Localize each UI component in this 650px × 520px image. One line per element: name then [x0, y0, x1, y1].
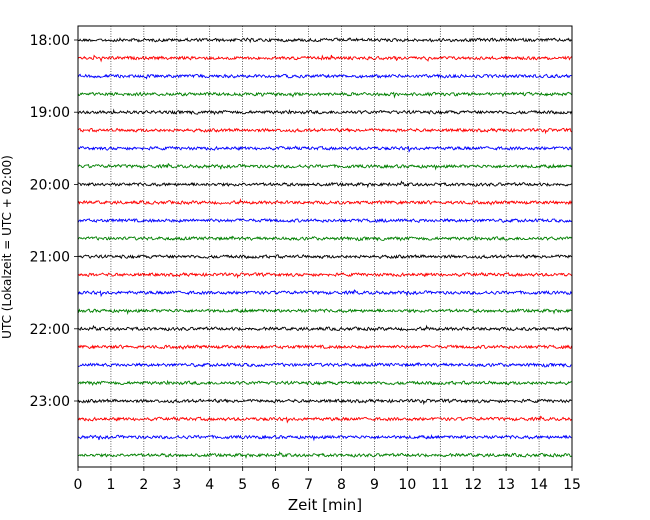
grid-lines	[110, 26, 540, 467]
traces-group	[77, 37, 572, 460]
trace-1830	[77, 73, 572, 80]
y-tick-label: 20:00	[30, 177, 70, 193]
x-tick-label: 0	[74, 477, 83, 493]
trace-1815	[77, 54, 572, 63]
y-tick-label: 19:00	[30, 105, 70, 121]
trace-2045	[77, 235, 572, 242]
x-axis: 0 1 2 3 4 5 6 7 8 9 10 11 12 13 14 15	[74, 467, 581, 493]
x-tick-label: 1	[106, 477, 115, 493]
trace-1945	[77, 162, 572, 171]
x-tick-label: 10	[398, 477, 416, 493]
trace-2130	[77, 289, 572, 298]
x-tick-label: 15	[563, 477, 581, 493]
y-tick-label: 23:00	[30, 394, 70, 410]
trace-1930	[77, 145, 572, 153]
y-axis-label: UTC (Lokalzeit = UTC + 02:00)	[0, 155, 14, 339]
y-axis: 18:00 19:00 20:00 21:00 22:00 23:00	[30, 33, 78, 410]
x-tick-label: 3	[172, 477, 181, 493]
trace-2015	[77, 198, 572, 206]
trace-1845	[77, 91, 572, 99]
trace-2115	[77, 271, 572, 279]
x-tick-label: 6	[271, 477, 280, 493]
trace-2230	[77, 361, 572, 368]
trace-1915	[77, 127, 572, 135]
trace-2315	[77, 415, 572, 424]
x-tick-label: 5	[238, 477, 247, 493]
x-axis-label: Zeit [min]	[288, 496, 362, 514]
x-tick-label: 4	[205, 477, 214, 493]
trace-2345	[77, 451, 572, 460]
trace-1800	[77, 37, 572, 44]
trace-2245	[77, 379, 572, 387]
trace-2330	[77, 434, 572, 442]
y-tick-label: 18:00	[30, 33, 70, 49]
x-tick-label: 2	[139, 477, 148, 493]
trace-1900	[77, 108, 572, 116]
x-tick-label: 7	[304, 477, 313, 493]
x-tick-label: 9	[370, 477, 379, 493]
x-tick-label: 14	[530, 477, 548, 493]
x-tick-label: 8	[337, 477, 346, 493]
trace-2030	[77, 217, 572, 224]
trace-2100	[77, 254, 572, 260]
x-tick-label: 11	[431, 477, 449, 493]
x-tick-label: 13	[497, 477, 515, 493]
plot-frame	[77, 25, 573, 468]
trace-2300	[77, 398, 572, 406]
x-tick-label: 12	[464, 477, 482, 493]
y-tick-label: 21:00	[30, 250, 70, 266]
trace-2200	[77, 324, 572, 332]
trace-2145	[77, 307, 572, 316]
trace-2215	[77, 344, 572, 351]
y-tick-label: 22:00	[30, 322, 70, 338]
trace-2000	[77, 180, 572, 189]
